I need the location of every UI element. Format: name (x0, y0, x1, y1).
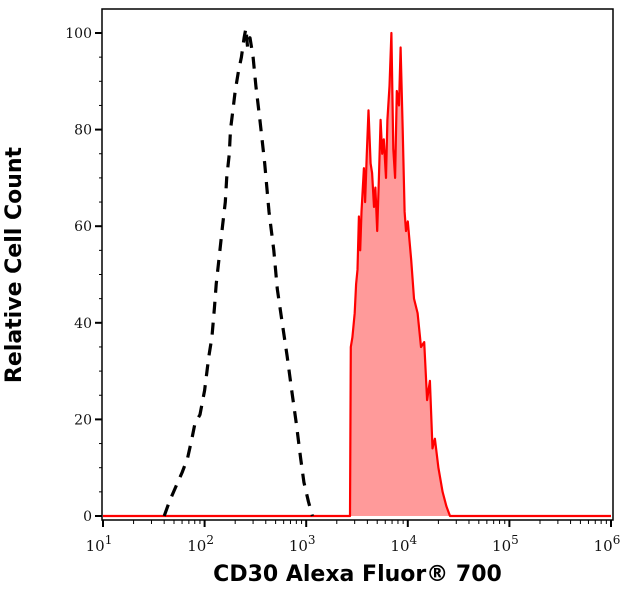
y-tick-label: 60 (74, 219, 92, 235)
x-axis-label: CD30 Alexa Fluor® 700 (213, 562, 502, 587)
plot-frame (101, 8, 614, 521)
y-tick-label: 0 (83, 509, 92, 525)
y-tick-label: 100 (65, 26, 92, 42)
series-layer (103, 26, 611, 518)
x-tick-label: 104 (390, 533, 417, 555)
y-axis: 0 20 40 60 80 100 (65, 26, 102, 525)
x-tick-label: 105 (492, 533, 519, 555)
stained-histogram-line (103, 31, 611, 518)
series-fill (103, 33, 611, 516)
y-tick-label: 80 (74, 123, 92, 139)
x-tick-label: 101 (86, 533, 113, 555)
x-tick-label: 106 (594, 533, 621, 555)
y-tick-label: 40 (74, 316, 92, 332)
control-histogram-line (162, 26, 314, 517)
x-tick-label: 103 (289, 533, 316, 555)
y-tick-label: 20 (74, 412, 92, 428)
x-axis: 101 102 103 104 105 106 (86, 520, 621, 555)
y-axis-label: Relative Cell Count (2, 146, 27, 384)
x-tick-label: 102 (187, 533, 214, 555)
